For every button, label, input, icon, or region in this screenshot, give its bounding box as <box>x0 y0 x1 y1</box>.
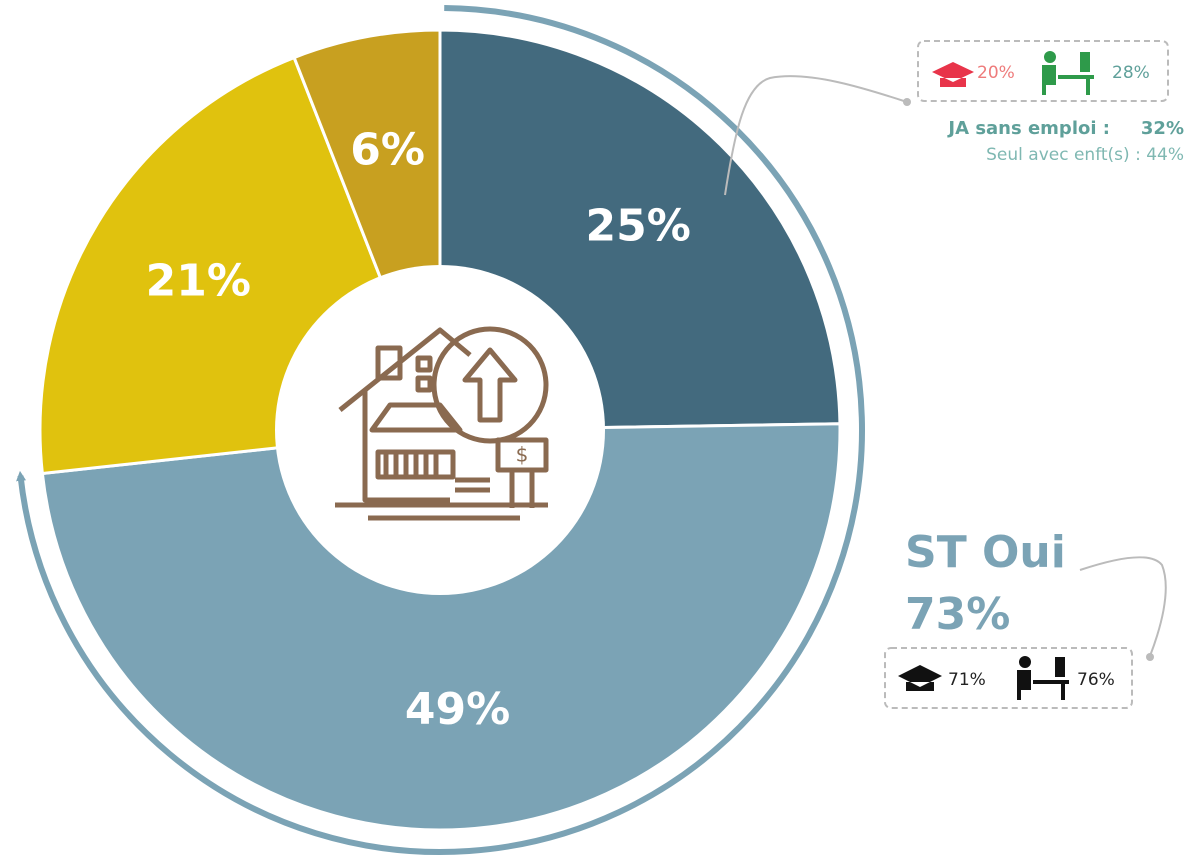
callout-line <box>1079 556 1167 657</box>
top-annotation: 20% 28% JA sans emploi : 32% Seul avec e… <box>724 40 1184 196</box>
cap-value: 71% <box>948 670 986 690</box>
annotation-box <box>917 40 1169 102</box>
callout-line <box>724 75 908 196</box>
slice-label: 25% <box>586 201 691 252</box>
seul-line: Seul avec enft(s) : 44% <box>986 145 1184 165</box>
worker-icon <box>1042 51 1094 95</box>
cap-value: 20% <box>977 63 1015 83</box>
worker-value: 28% <box>1112 63 1150 83</box>
callout-dot <box>1146 653 1154 661</box>
slice <box>40 422 842 832</box>
worker-icon <box>1017 656 1069 700</box>
ja-value: 32% <box>1141 118 1184 139</box>
cap-icon <box>898 665 942 691</box>
svg-text:$: $ <box>516 443 529 467</box>
slice-label: 21% <box>146 256 251 307</box>
slice-label: 49% <box>405 684 510 735</box>
total-label: ST Oui <box>905 527 1066 578</box>
total-annotation: ST Oui 73% 71% 76% <box>884 527 1167 709</box>
total-arc <box>16 5 865 855</box>
slice-label: 6% <box>350 124 425 175</box>
worker-value: 76% <box>1077 670 1115 690</box>
cap-icon <box>932 62 974 87</box>
house-icon: $ <box>335 326 549 521</box>
ja-label: JA sans emploi : <box>946 118 1110 139</box>
total-value: 73% <box>905 589 1010 640</box>
callout-dot <box>903 98 911 106</box>
